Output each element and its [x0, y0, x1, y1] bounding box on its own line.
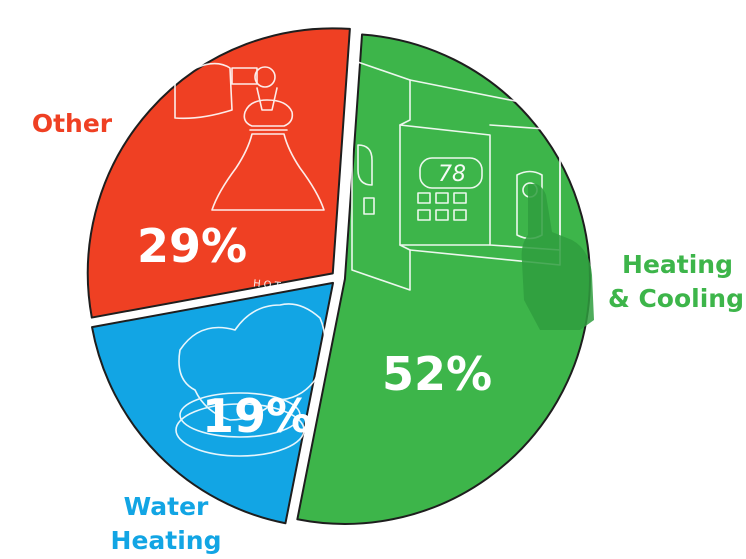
legend-label-other: Other [32, 109, 113, 138]
slice-percent-other: 29% [137, 219, 247, 273]
heating-cooling-line-1: Heating [622, 250, 733, 279]
legend-label-heating-cooling: Heating & Cooling [608, 250, 744, 313]
pie-slices [86, 27, 591, 525]
water-heating-line-2: Heating [111, 526, 222, 555]
lamp-icon [174, 62, 325, 211]
hot-label: HOT [253, 278, 284, 292]
slice-percent-heating-cooling: 52% [382, 347, 492, 401]
heating-cooling-line-2: & Cooling [608, 284, 744, 313]
pointing-hand-icon [521, 183, 594, 330]
slice-other [86, 27, 351, 319]
legend-label-water-heating: Water Heating [111, 492, 222, 555]
faucet-handle-icon [175, 303, 326, 457]
thermostat-icon [351, 59, 561, 291]
thermostat-display: 78 [438, 162, 466, 187]
water-heating-line-1: Water [124, 492, 209, 521]
slice-water-heating [91, 281, 335, 525]
slice-percent-water-heating: 19% [202, 389, 312, 443]
